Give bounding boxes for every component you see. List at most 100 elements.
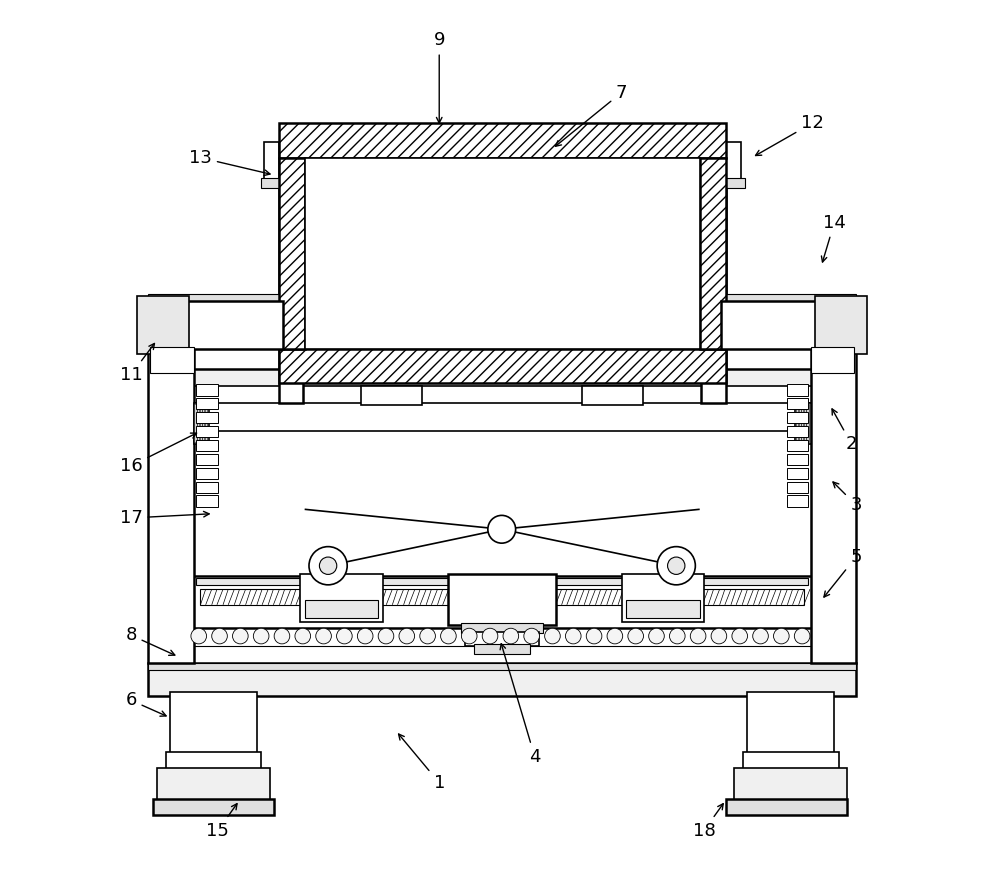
Text: 14: 14 bbox=[821, 213, 846, 262]
Bar bbox=[721, 300, 856, 348]
Bar bbox=[192, 386, 813, 405]
Circle shape bbox=[482, 628, 498, 644]
Circle shape bbox=[337, 628, 352, 644]
Bar bbox=[448, 574, 556, 625]
Bar bbox=[787, 468, 808, 479]
Bar bbox=[582, 386, 643, 405]
Bar bbox=[196, 398, 218, 409]
Text: 15: 15 bbox=[206, 804, 237, 840]
Circle shape bbox=[669, 628, 685, 644]
Bar bbox=[148, 663, 856, 696]
Circle shape bbox=[316, 628, 331, 644]
Bar bbox=[200, 404, 202, 442]
Circle shape bbox=[649, 628, 664, 644]
Bar bbox=[461, 623, 543, 633]
Text: 3: 3 bbox=[833, 482, 862, 514]
Circle shape bbox=[253, 628, 269, 644]
Bar bbox=[279, 348, 726, 383]
Bar bbox=[196, 468, 218, 479]
Circle shape bbox=[524, 628, 539, 644]
Bar bbox=[300, 574, 383, 622]
Bar bbox=[787, 426, 808, 437]
Circle shape bbox=[319, 557, 337, 574]
Bar bbox=[150, 347, 194, 373]
Circle shape bbox=[488, 516, 516, 544]
Circle shape bbox=[378, 628, 394, 644]
Circle shape bbox=[668, 557, 685, 574]
Bar bbox=[264, 142, 279, 184]
Bar bbox=[811, 347, 854, 373]
Text: 12: 12 bbox=[756, 114, 824, 156]
Bar bbox=[787, 496, 808, 507]
Bar bbox=[787, 384, 808, 395]
Text: 17: 17 bbox=[120, 509, 209, 527]
Bar bbox=[192, 576, 813, 628]
Bar bbox=[205, 404, 207, 442]
Circle shape bbox=[461, 628, 477, 644]
Bar bbox=[196, 496, 218, 507]
Circle shape bbox=[441, 628, 456, 644]
Text: 2: 2 bbox=[832, 408, 857, 453]
Bar bbox=[196, 577, 808, 584]
Circle shape bbox=[774, 628, 789, 644]
Circle shape bbox=[690, 628, 706, 644]
Bar bbox=[787, 454, 808, 465]
Bar bbox=[811, 299, 856, 663]
Bar bbox=[200, 589, 804, 604]
Text: 1: 1 bbox=[399, 734, 445, 792]
Text: 6: 6 bbox=[125, 692, 166, 716]
Circle shape bbox=[295, 628, 311, 644]
Bar bbox=[815, 296, 867, 354]
Bar bbox=[700, 158, 726, 348]
Bar bbox=[196, 482, 218, 493]
Bar bbox=[196, 440, 218, 451]
Circle shape bbox=[628, 628, 643, 644]
Bar bbox=[806, 404, 809, 442]
Text: 18: 18 bbox=[693, 804, 723, 840]
Text: 16: 16 bbox=[120, 433, 197, 475]
Bar bbox=[747, 692, 834, 757]
Text: 7: 7 bbox=[555, 84, 627, 146]
Bar bbox=[799, 404, 801, 442]
Bar bbox=[192, 403, 813, 431]
Circle shape bbox=[274, 628, 290, 644]
Bar bbox=[157, 768, 270, 805]
Text: 5: 5 bbox=[824, 548, 862, 598]
Circle shape bbox=[607, 628, 623, 644]
Circle shape bbox=[732, 628, 748, 644]
Bar bbox=[305, 158, 700, 348]
Bar bbox=[787, 412, 808, 423]
Bar bbox=[148, 294, 283, 302]
Bar bbox=[137, 296, 189, 354]
Bar bbox=[196, 412, 218, 423]
Circle shape bbox=[753, 628, 768, 644]
Bar bbox=[734, 768, 847, 805]
Circle shape bbox=[794, 628, 810, 644]
Circle shape bbox=[357, 628, 373, 644]
Bar bbox=[723, 178, 745, 188]
Text: 11: 11 bbox=[120, 343, 154, 384]
Bar bbox=[194, 402, 209, 444]
Bar bbox=[726, 800, 847, 815]
Bar bbox=[474, 644, 530, 654]
Circle shape bbox=[657, 547, 695, 584]
Bar bbox=[279, 158, 305, 348]
Bar bbox=[801, 404, 803, 442]
Bar bbox=[361, 386, 422, 405]
Bar bbox=[196, 384, 218, 395]
Bar bbox=[153, 800, 274, 815]
Circle shape bbox=[711, 628, 727, 644]
Bar bbox=[804, 404, 806, 442]
Bar bbox=[196, 426, 218, 437]
Bar bbox=[701, 151, 726, 402]
Bar bbox=[796, 404, 798, 442]
Text: 8: 8 bbox=[125, 626, 175, 655]
Text: 4: 4 bbox=[500, 644, 540, 766]
Bar bbox=[787, 398, 808, 409]
Bar bbox=[192, 368, 813, 388]
Circle shape bbox=[212, 628, 227, 644]
Bar bbox=[196, 454, 218, 465]
Bar bbox=[192, 626, 813, 645]
Circle shape bbox=[503, 628, 519, 644]
Text: 13: 13 bbox=[189, 149, 270, 175]
